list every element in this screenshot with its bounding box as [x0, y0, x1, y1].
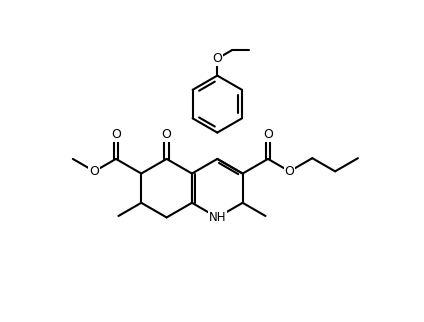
Text: O: O — [285, 165, 294, 178]
Text: O: O — [162, 128, 172, 140]
Text: O: O — [89, 165, 99, 178]
Text: NH: NH — [209, 211, 226, 224]
Text: O: O — [111, 128, 121, 140]
Text: O: O — [263, 128, 273, 140]
Text: O: O — [212, 52, 222, 65]
